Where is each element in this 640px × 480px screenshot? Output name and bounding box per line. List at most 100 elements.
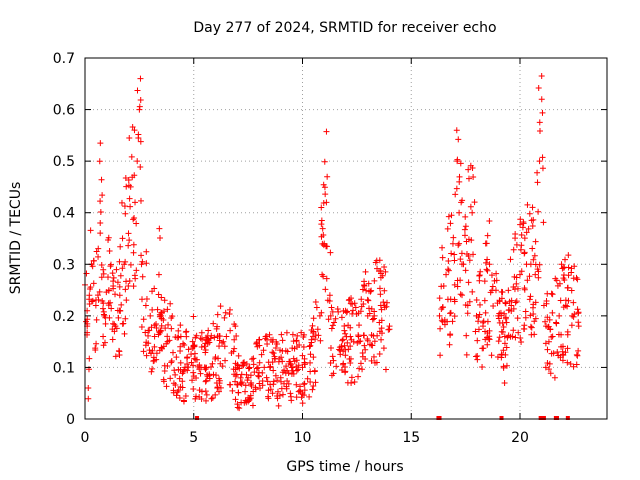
data-point [219,363,226,370]
data-point [213,372,220,379]
data-point [209,360,216,367]
data-point [164,306,171,313]
data-point [161,297,168,304]
data-point [534,169,541,176]
zero-point [565,416,570,420]
data-point [534,179,541,186]
data-point [436,312,443,319]
data-point [498,328,505,335]
data-point [202,378,209,385]
data-point [155,291,162,298]
data-point [123,278,130,285]
data-point [466,257,473,264]
data-point [189,377,196,384]
data-point [371,312,378,319]
data-point [323,275,330,282]
data-point [90,257,97,264]
data-point [352,304,359,311]
data-point [325,316,332,323]
data-point [297,388,304,395]
data-point [339,337,346,344]
data-point [290,338,297,345]
data-point [445,257,452,264]
data-point [194,356,201,363]
data-point [209,395,216,402]
data-point [88,298,95,305]
data-point [437,325,444,332]
data-point [548,333,555,340]
data-point [156,225,163,232]
data-point [275,402,282,409]
data-point [443,271,450,278]
data-point [321,158,328,165]
data-point [476,272,483,279]
data-point [110,285,117,292]
data-point [164,333,171,340]
data-point [309,322,316,329]
data-point [570,363,577,370]
data-point [306,393,313,400]
data-point [500,324,507,331]
data-point [313,304,320,311]
data-point [246,364,253,371]
data-point [370,332,377,339]
data-point [502,351,509,358]
data-point [518,231,525,238]
data-point [495,338,502,345]
data-point [385,326,392,333]
data-point [525,225,532,232]
data-point [112,291,119,298]
data-point [436,295,443,302]
data-point [474,337,481,344]
data-point [348,295,355,302]
data-point [119,265,126,272]
data-point [355,310,362,317]
y-tick-label: 0.3 [53,257,75,273]
data-point [112,353,119,360]
data-point [361,342,368,349]
data-point [544,346,551,353]
data-point [368,357,375,364]
data-point [329,353,336,360]
data-point [193,332,200,339]
data-point [562,297,569,304]
data-point [330,370,337,377]
data-point [239,363,246,370]
data-point [447,331,454,338]
data-point [95,253,102,260]
data-point [455,136,462,143]
data-point [226,311,233,318]
data-point [507,256,514,263]
data-point [481,278,488,285]
data-point [214,311,221,318]
data-point [363,287,370,294]
data-point [158,344,165,351]
data-point [371,338,378,345]
data-point [214,323,221,330]
data-point [284,367,291,374]
data-point [532,238,539,245]
data-point [558,331,565,338]
data-point [476,311,483,318]
data-point [502,299,509,306]
data-point [198,329,205,336]
data-point [155,271,162,278]
data-point [547,370,554,377]
data-point [300,343,307,350]
data-point [344,339,351,346]
data-point [439,254,446,261]
data-point [203,377,210,384]
data-point [110,278,117,285]
data-point [193,375,200,382]
data-point [309,386,316,393]
data-point [556,312,563,319]
data-point [108,305,115,312]
data-point [229,387,236,394]
data-point [148,350,155,357]
data-point [201,343,208,350]
data-point [133,220,140,227]
data-point [373,359,380,366]
data-point [107,299,114,306]
data-point [101,339,108,346]
data-point [568,287,575,294]
